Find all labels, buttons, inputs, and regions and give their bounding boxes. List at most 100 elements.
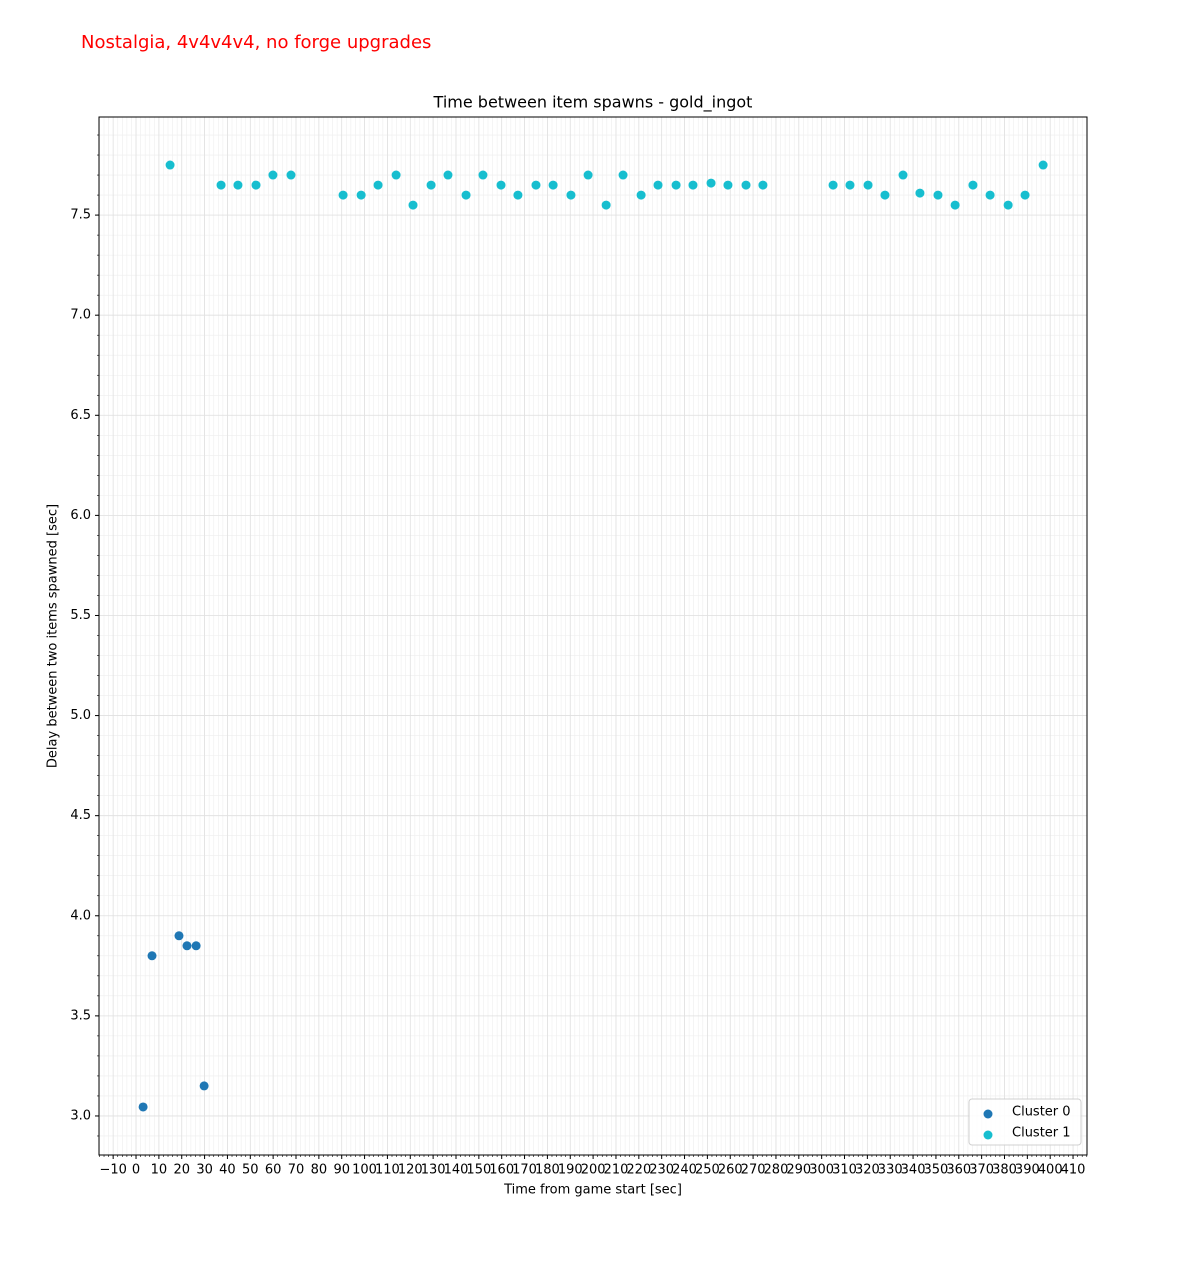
chart-title: Time between item spawns - gold_ingot — [433, 93, 753, 113]
x-tick-label: 330 — [878, 1163, 903, 1178]
point — [880, 190, 890, 200]
point — [408, 200, 418, 210]
x-tick-label: 230 — [649, 1163, 674, 1178]
x-tick-label: 120 — [398, 1163, 423, 1178]
y-tick-label: 7.0 — [70, 308, 91, 323]
point — [443, 170, 453, 180]
x-tick-label: −10 — [99, 1163, 126, 1178]
point — [933, 190, 943, 200]
point — [915, 188, 925, 198]
x-tick-label: 90 — [333, 1163, 350, 1178]
point — [496, 180, 506, 190]
point — [566, 190, 576, 200]
x-tick-label: 270 — [741, 1163, 766, 1178]
x-tick-label: 80 — [311, 1163, 328, 1178]
x-tick-label: 410 — [1061, 1163, 1086, 1178]
point — [601, 200, 611, 210]
y-tick-label: 3.5 — [70, 1008, 91, 1023]
point — [548, 180, 558, 190]
point — [1003, 200, 1013, 210]
legend-label: Cluster 1 — [1012, 1126, 1071, 1141]
x-tick-label: 190 — [558, 1163, 583, 1178]
point — [706, 178, 716, 188]
point — [251, 180, 261, 190]
x-tick-label: 110 — [375, 1163, 400, 1178]
x-tick-label: 390 — [1015, 1163, 1040, 1178]
x-tick-label: 310 — [832, 1163, 857, 1178]
x-tick-label: 300 — [809, 1163, 834, 1178]
x-tick-label: 360 — [946, 1163, 971, 1178]
point — [828, 180, 838, 190]
x-tick-label: 280 — [764, 1163, 789, 1178]
legend-box — [968, 1098, 1082, 1146]
x-tick-label: 380 — [992, 1163, 1017, 1178]
point — [391, 170, 401, 180]
point — [845, 180, 855, 190]
point — [531, 180, 541, 190]
y-tick-label: 6.5 — [70, 408, 91, 423]
x-tick-label: 240 — [672, 1163, 697, 1178]
y-tick-label: 4.0 — [70, 908, 91, 923]
point — [268, 170, 278, 180]
point — [1020, 190, 1030, 200]
x-tick-label: 130 — [421, 1163, 446, 1178]
y-tick-label: 7.5 — [70, 208, 91, 223]
point — [356, 190, 366, 200]
point — [338, 190, 348, 200]
x-tick-label: 200 — [581, 1163, 606, 1178]
point — [286, 170, 296, 180]
x-tick-label: 140 — [444, 1163, 469, 1178]
x-tick-label: 100 — [352, 1163, 377, 1178]
legend-marker — [983, 1130, 993, 1140]
x-tick-label: 220 — [626, 1163, 651, 1178]
y-tick-label: 5.0 — [70, 708, 91, 723]
x-tick-label: 160 — [489, 1163, 514, 1178]
point — [968, 180, 978, 190]
point — [950, 200, 960, 210]
chart-suptitle: Nostalgia, 4v4v4v4, no forge upgrades — [81, 32, 431, 53]
point — [898, 170, 908, 180]
point — [461, 190, 471, 200]
point — [985, 190, 995, 200]
x-tick-label: 400 — [1038, 1163, 1063, 1178]
x-tick-label: 290 — [786, 1163, 811, 1178]
legend-label: Cluster 0 — [1012, 1105, 1071, 1120]
point — [191, 941, 201, 951]
point — [583, 170, 593, 180]
point — [723, 180, 733, 190]
point — [863, 180, 873, 190]
x-tick-label: 20 — [173, 1163, 190, 1178]
point — [165, 160, 175, 170]
x-tick-label: 250 — [695, 1163, 720, 1178]
point — [233, 180, 243, 190]
x-axis-label: Time from game start [sec] — [503, 1183, 682, 1198]
x-tick-label: 350 — [924, 1163, 949, 1178]
point — [174, 931, 184, 941]
point — [758, 180, 768, 190]
x-tick-label: 320 — [855, 1163, 880, 1178]
point — [688, 180, 698, 190]
x-tick-label: 150 — [466, 1163, 491, 1178]
x-tick-label: 340 — [901, 1163, 926, 1178]
legend-marker — [983, 1109, 993, 1119]
point — [138, 1102, 148, 1112]
point — [216, 180, 226, 190]
plot-frame — [98, 116, 1088, 1156]
x-tick-label: 40 — [219, 1163, 236, 1178]
point — [741, 180, 751, 190]
point — [373, 180, 383, 190]
point — [653, 180, 663, 190]
y-tick-label: 5.5 — [70, 608, 91, 623]
point — [618, 170, 628, 180]
x-tick-label: 0 — [132, 1163, 140, 1178]
point — [182, 941, 192, 951]
x-tick-label: 10 — [151, 1163, 168, 1178]
y-tick-label: 4.5 — [70, 808, 91, 823]
x-tick-label: 70 — [288, 1163, 305, 1178]
x-tick-label: 60 — [265, 1163, 282, 1178]
point — [1038, 160, 1048, 170]
x-tick-label: 180 — [535, 1163, 560, 1178]
point — [636, 190, 646, 200]
